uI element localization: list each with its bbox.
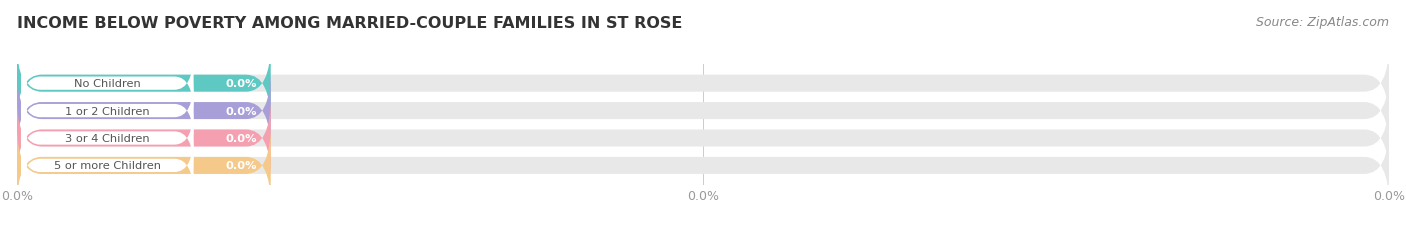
Text: Source: ZipAtlas.com: Source: ZipAtlas.com — [1256, 16, 1389, 29]
FancyBboxPatch shape — [21, 134, 194, 197]
FancyBboxPatch shape — [17, 98, 1389, 179]
Text: 0.0%: 0.0% — [225, 134, 257, 143]
FancyBboxPatch shape — [17, 43, 271, 125]
FancyBboxPatch shape — [17, 125, 271, 206]
FancyBboxPatch shape — [17, 70, 271, 152]
FancyBboxPatch shape — [21, 107, 194, 170]
FancyBboxPatch shape — [17, 43, 1389, 125]
Text: 0.0%: 0.0% — [225, 161, 257, 171]
FancyBboxPatch shape — [17, 98, 271, 179]
Text: 3 or 4 Children: 3 or 4 Children — [65, 134, 149, 143]
FancyBboxPatch shape — [17, 70, 1389, 152]
Text: INCOME BELOW POVERTY AMONG MARRIED-COUPLE FAMILIES IN ST ROSE: INCOME BELOW POVERTY AMONG MARRIED-COUPL… — [17, 16, 682, 31]
FancyBboxPatch shape — [21, 79, 194, 143]
Text: 1 or 2 Children: 1 or 2 Children — [65, 106, 149, 116]
FancyBboxPatch shape — [17, 125, 1389, 206]
FancyBboxPatch shape — [21, 52, 194, 116]
Text: 0.0%: 0.0% — [225, 79, 257, 89]
Text: 5 or more Children: 5 or more Children — [53, 161, 160, 171]
Text: No Children: No Children — [75, 79, 141, 89]
Text: 0.0%: 0.0% — [225, 106, 257, 116]
